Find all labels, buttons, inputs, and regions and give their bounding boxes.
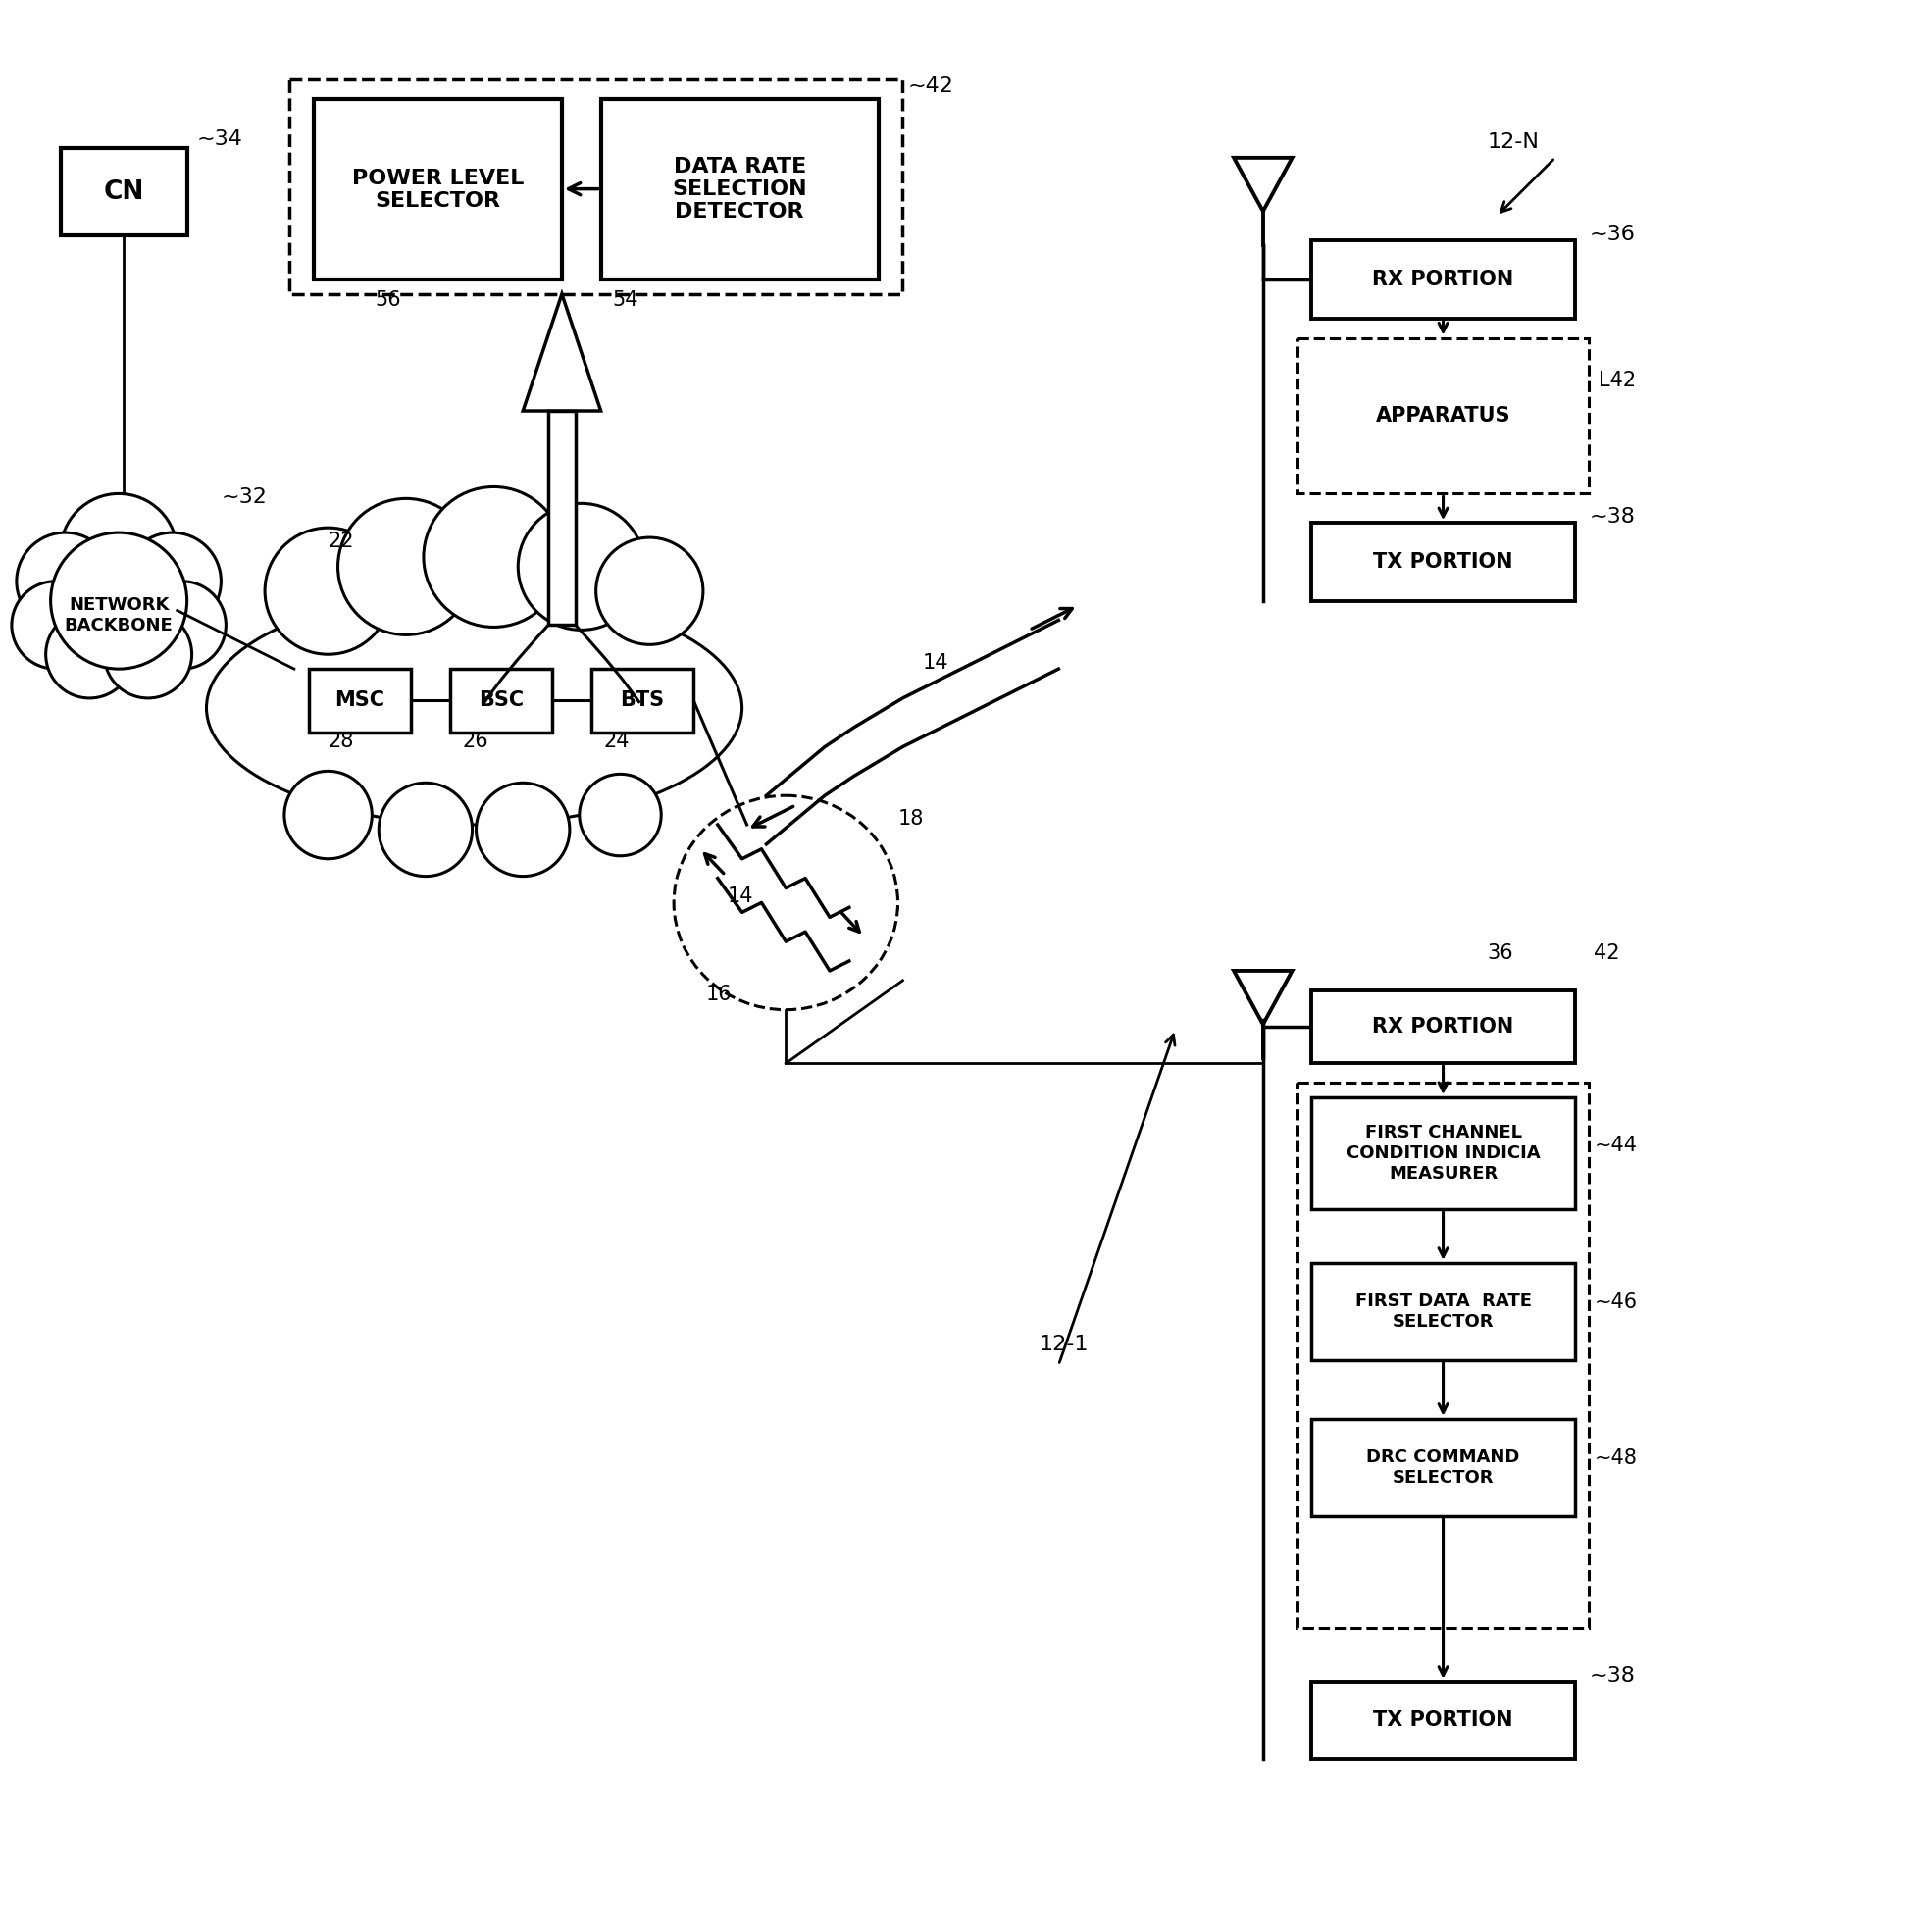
- Circle shape: [139, 581, 226, 670]
- Bar: [1312, 1097, 1575, 1210]
- Text: BTS: BTS: [620, 691, 665, 710]
- Text: ~42: ~42: [908, 77, 954, 96]
- Text: CN: CN: [104, 179, 145, 204]
- Text: FIRST CHANNEL
CONDITION INDICIA
MEASURER: FIRST CHANNEL CONDITION INDICIA MEASURER: [1347, 1124, 1540, 1183]
- Text: DATA RATE
SELECTION
DETECTOR: DATA RATE SELECTION DETECTOR: [672, 158, 808, 221]
- Bar: [1312, 523, 1575, 600]
- Polygon shape: [524, 294, 601, 412]
- Text: 56: 56: [375, 291, 402, 310]
- Text: 12-N: 12-N: [1488, 133, 1538, 152]
- Bar: [290, 79, 902, 294]
- Text: ~32: ~32: [220, 487, 267, 508]
- Text: RX PORTION: RX PORTION: [1372, 1018, 1515, 1037]
- Bar: [313, 100, 562, 279]
- Text: MSC: MSC: [334, 691, 384, 710]
- Bar: [601, 100, 879, 279]
- Bar: [1296, 339, 1590, 494]
- Text: BSC: BSC: [479, 691, 524, 710]
- Text: ~46: ~46: [1594, 1293, 1638, 1312]
- Text: 16: 16: [705, 985, 732, 1004]
- Bar: [60, 148, 187, 235]
- Bar: [309, 670, 412, 733]
- Circle shape: [104, 610, 191, 698]
- Ellipse shape: [207, 591, 742, 825]
- Circle shape: [595, 537, 703, 645]
- Bar: [1296, 1083, 1590, 1628]
- Circle shape: [265, 527, 392, 654]
- Circle shape: [580, 773, 661, 856]
- Text: APPARATUS: APPARATUS: [1376, 406, 1511, 425]
- Text: 28: 28: [328, 731, 354, 750]
- Text: 22: 22: [328, 531, 354, 550]
- Text: ~38: ~38: [1590, 508, 1634, 527]
- Circle shape: [284, 772, 373, 858]
- Circle shape: [46, 610, 133, 698]
- Text: L42: L42: [1600, 371, 1636, 391]
- Text: TX PORTION: TX PORTION: [1374, 1710, 1513, 1730]
- Text: ~44: ~44: [1594, 1135, 1636, 1154]
- Circle shape: [338, 498, 473, 635]
- Circle shape: [50, 533, 187, 670]
- Text: 36: 36: [1488, 943, 1513, 964]
- Text: 14: 14: [728, 887, 753, 906]
- Text: DRC COMMAND
SELECTOR: DRC COMMAND SELECTOR: [1366, 1449, 1520, 1487]
- Text: ~48: ~48: [1594, 1449, 1636, 1468]
- Bar: [1312, 1262, 1575, 1360]
- Text: 14: 14: [922, 654, 949, 673]
- Polygon shape: [549, 412, 576, 625]
- Bar: [450, 670, 553, 733]
- Circle shape: [423, 487, 564, 627]
- Bar: [1312, 240, 1575, 317]
- Text: 26: 26: [462, 731, 489, 750]
- Bar: [1312, 991, 1575, 1064]
- Text: FIRST DATA  RATE
SELECTOR: FIRST DATA RATE SELECTOR: [1354, 1293, 1532, 1331]
- Circle shape: [518, 504, 645, 629]
- Text: ~38: ~38: [1590, 1666, 1634, 1685]
- Text: ~34: ~34: [197, 129, 243, 148]
- Circle shape: [60, 494, 178, 610]
- Bar: [1312, 1418, 1575, 1516]
- Text: RX PORTION: RX PORTION: [1372, 269, 1515, 289]
- Circle shape: [124, 533, 220, 629]
- Text: 42: 42: [1594, 943, 1621, 964]
- Text: 24: 24: [603, 731, 630, 750]
- Text: NETWORK
BACKBONE: NETWORK BACKBONE: [64, 596, 174, 635]
- Circle shape: [17, 533, 114, 629]
- Text: 54: 54: [612, 291, 638, 310]
- Text: 18: 18: [898, 808, 923, 829]
- Text: ~36: ~36: [1590, 225, 1634, 244]
- Text: POWER LEVEL
SELECTOR: POWER LEVEL SELECTOR: [352, 167, 524, 210]
- Text: 12-1: 12-1: [1039, 1335, 1088, 1354]
- Circle shape: [379, 783, 471, 875]
- Bar: [591, 670, 694, 733]
- Text: TX PORTION: TX PORTION: [1374, 552, 1513, 571]
- Circle shape: [12, 581, 99, 670]
- Circle shape: [475, 783, 570, 875]
- Bar: [1312, 1682, 1575, 1759]
